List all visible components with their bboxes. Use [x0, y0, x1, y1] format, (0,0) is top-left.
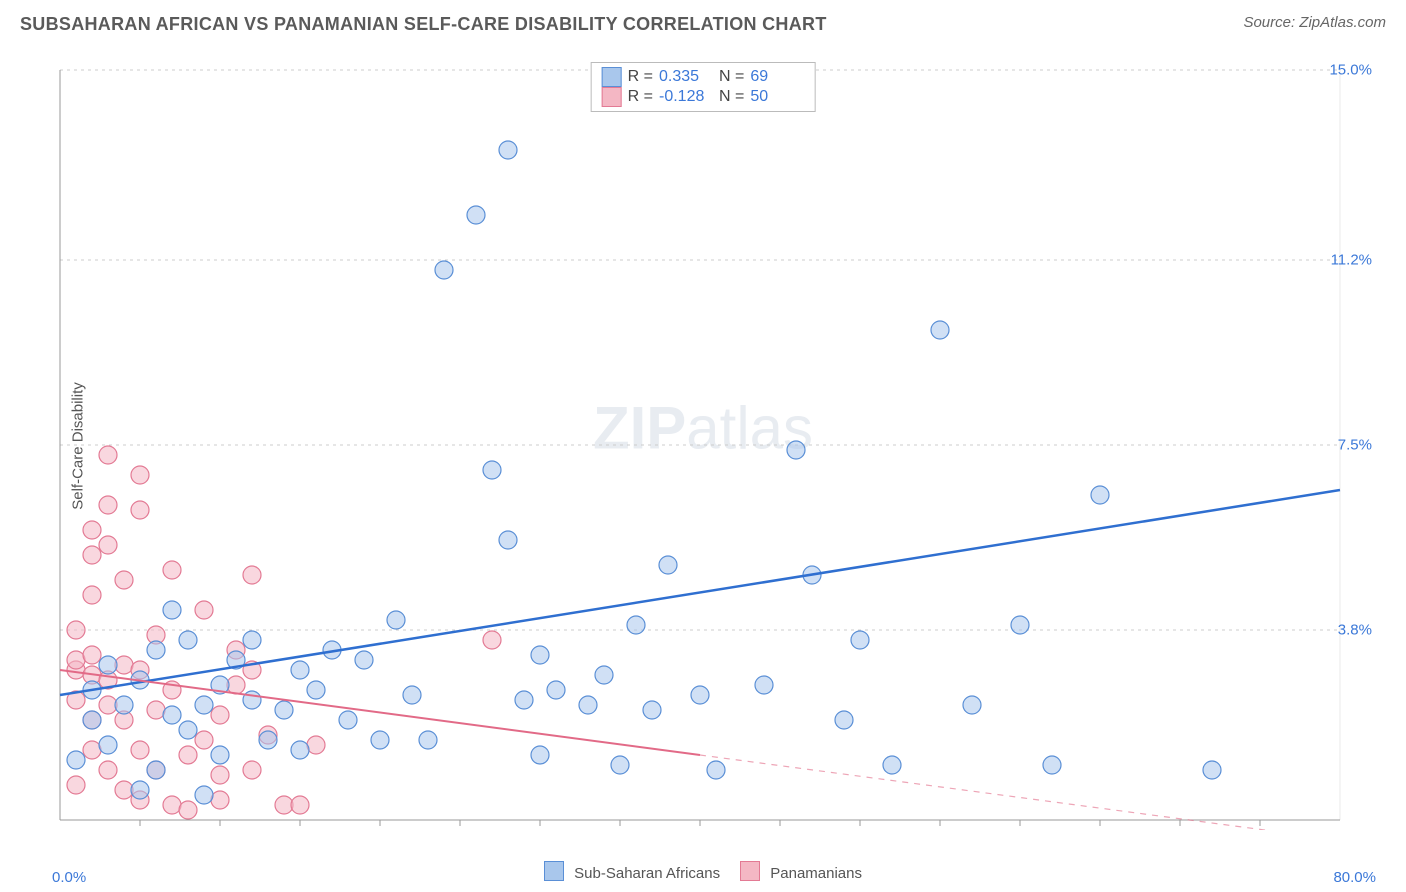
legend-label-panamanian: Panamanians — [770, 865, 862, 882]
n-label: N = — [719, 88, 744, 106]
swatch-subsaharan — [602, 67, 622, 87]
x-axis-end-label: 80.0% — [1333, 869, 1376, 886]
legend-item-subsaharan: Sub-Saharan Africans — [544, 861, 720, 882]
n-label: N = — [719, 68, 744, 86]
legend-item-panamanian: Panamanians — [740, 861, 862, 882]
source-attribution: Source: ZipAtlas.com — [1243, 14, 1386, 31]
stats-row-panamanian: R = -0.128 N = 50 — [602, 87, 805, 107]
chart-svg — [50, 60, 1350, 830]
y-tick-label: 11.2% — [1331, 252, 1372, 269]
swatch-panamanian — [740, 861, 760, 881]
legend-bottom: Sub-Saharan Africans Panamanians — [544, 861, 862, 882]
y-tick-label: 3.8% — [1338, 622, 1372, 639]
stats-legend: R = 0.335 N = 69 R = -0.128 N = 50 — [591, 62, 816, 112]
legend-label-subsaharan: Sub-Saharan Africans — [574, 865, 720, 882]
r-value-subsaharan: 0.335 — [659, 68, 713, 86]
r-label: R = — [628, 68, 653, 86]
r-label: R = — [628, 88, 653, 106]
y-tick-label: 15.0% — [1329, 62, 1372, 79]
n-value-subsaharan: 69 — [750, 68, 804, 86]
x-axis-start-label: 0.0% — [52, 869, 86, 886]
stats-row-subsaharan: R = 0.335 N = 69 — [602, 67, 805, 87]
chart-title: SUBSAHARAN AFRICAN VS PANAMANIAN SELF-CA… — [20, 14, 827, 35]
scatter-plot — [50, 60, 1350, 830]
r-value-panamanian: -0.128 — [659, 88, 713, 106]
n-value-panamanian: 50 — [750, 88, 804, 106]
swatch-panamanian — [602, 87, 622, 107]
swatch-subsaharan — [544, 861, 564, 881]
y-tick-label: 7.5% — [1338, 437, 1372, 454]
